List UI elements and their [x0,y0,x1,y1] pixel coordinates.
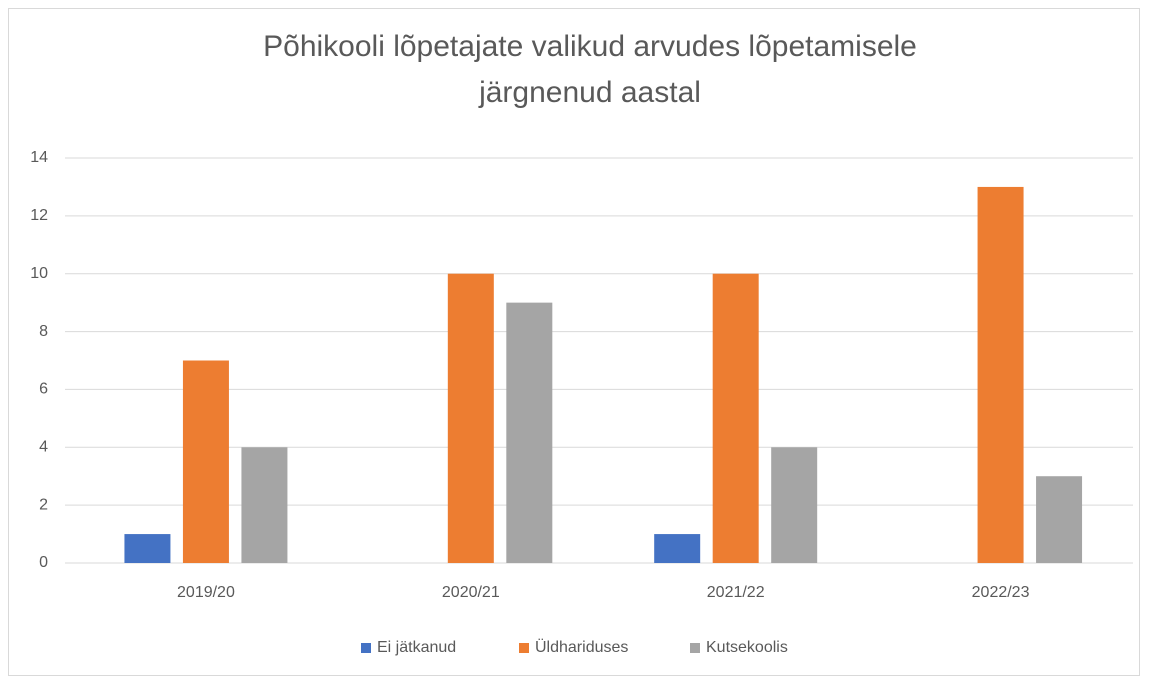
bar [124,534,171,563]
x-tick-label: 2021/22 [707,584,765,601]
chart-title: Põhikooli lõpetajate valikud arvudes lõp… [263,30,917,63]
x-tick-label: 2020/21 [442,584,500,601]
bar [1036,476,1083,563]
chart-title: järgnenud aastal [478,76,701,109]
bar [977,186,1024,563]
legend-swatch [361,643,371,653]
x-tick-label: 2022/23 [972,584,1030,601]
bar [654,534,701,563]
y-tick-label: 12 [30,207,48,224]
y-tick-label: 0 [39,554,48,571]
chart-border [8,8,1140,676]
legend-label: Üldhariduses [535,638,628,656]
legend-label: Ei jätkanud [377,639,456,656]
bar [241,447,288,563]
y-tick-label: 14 [30,149,48,166]
bar [182,360,229,563]
legend-swatch [690,643,700,653]
y-tick-label: 10 [30,265,48,282]
y-tick-label: 2 [39,496,48,513]
x-tick-label: 2019/20 [177,584,235,601]
bar [447,273,494,563]
bar [771,447,818,563]
y-tick-label: 6 [39,381,48,398]
y-tick-label: 8 [39,323,48,340]
bar [712,273,759,563]
legend-label: Kutsekoolis [706,639,788,656]
bar [506,302,553,563]
legend-swatch [519,643,529,653]
y-tick-label: 4 [39,439,48,456]
